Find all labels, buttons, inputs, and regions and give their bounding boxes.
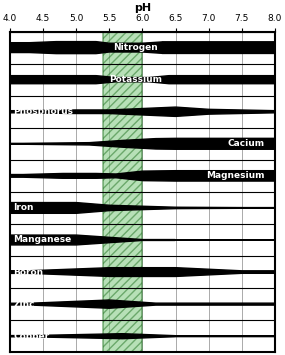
Text: Zinc: Zinc bbox=[13, 300, 35, 308]
Text: Cacium: Cacium bbox=[228, 139, 265, 148]
Text: Magnesium: Magnesium bbox=[207, 171, 265, 180]
Bar bbox=[103, 32, 142, 352]
Polygon shape bbox=[10, 42, 275, 54]
Text: Potassium: Potassium bbox=[109, 75, 162, 84]
Text: Iron: Iron bbox=[13, 203, 34, 212]
Text: Copper: Copper bbox=[13, 332, 49, 341]
Polygon shape bbox=[10, 268, 275, 277]
Polygon shape bbox=[10, 138, 275, 149]
Polygon shape bbox=[10, 171, 275, 181]
Polygon shape bbox=[10, 334, 275, 339]
Text: Nitrogen: Nitrogen bbox=[113, 43, 158, 52]
Polygon shape bbox=[10, 300, 275, 308]
X-axis label: pH: pH bbox=[134, 3, 151, 13]
Polygon shape bbox=[10, 235, 275, 245]
Polygon shape bbox=[10, 107, 275, 116]
Text: Boron: Boron bbox=[13, 268, 43, 277]
Polygon shape bbox=[10, 76, 275, 84]
Text: Phosphorus: Phosphorus bbox=[13, 107, 73, 116]
Text: Manganese: Manganese bbox=[13, 235, 72, 245]
Polygon shape bbox=[10, 203, 275, 213]
